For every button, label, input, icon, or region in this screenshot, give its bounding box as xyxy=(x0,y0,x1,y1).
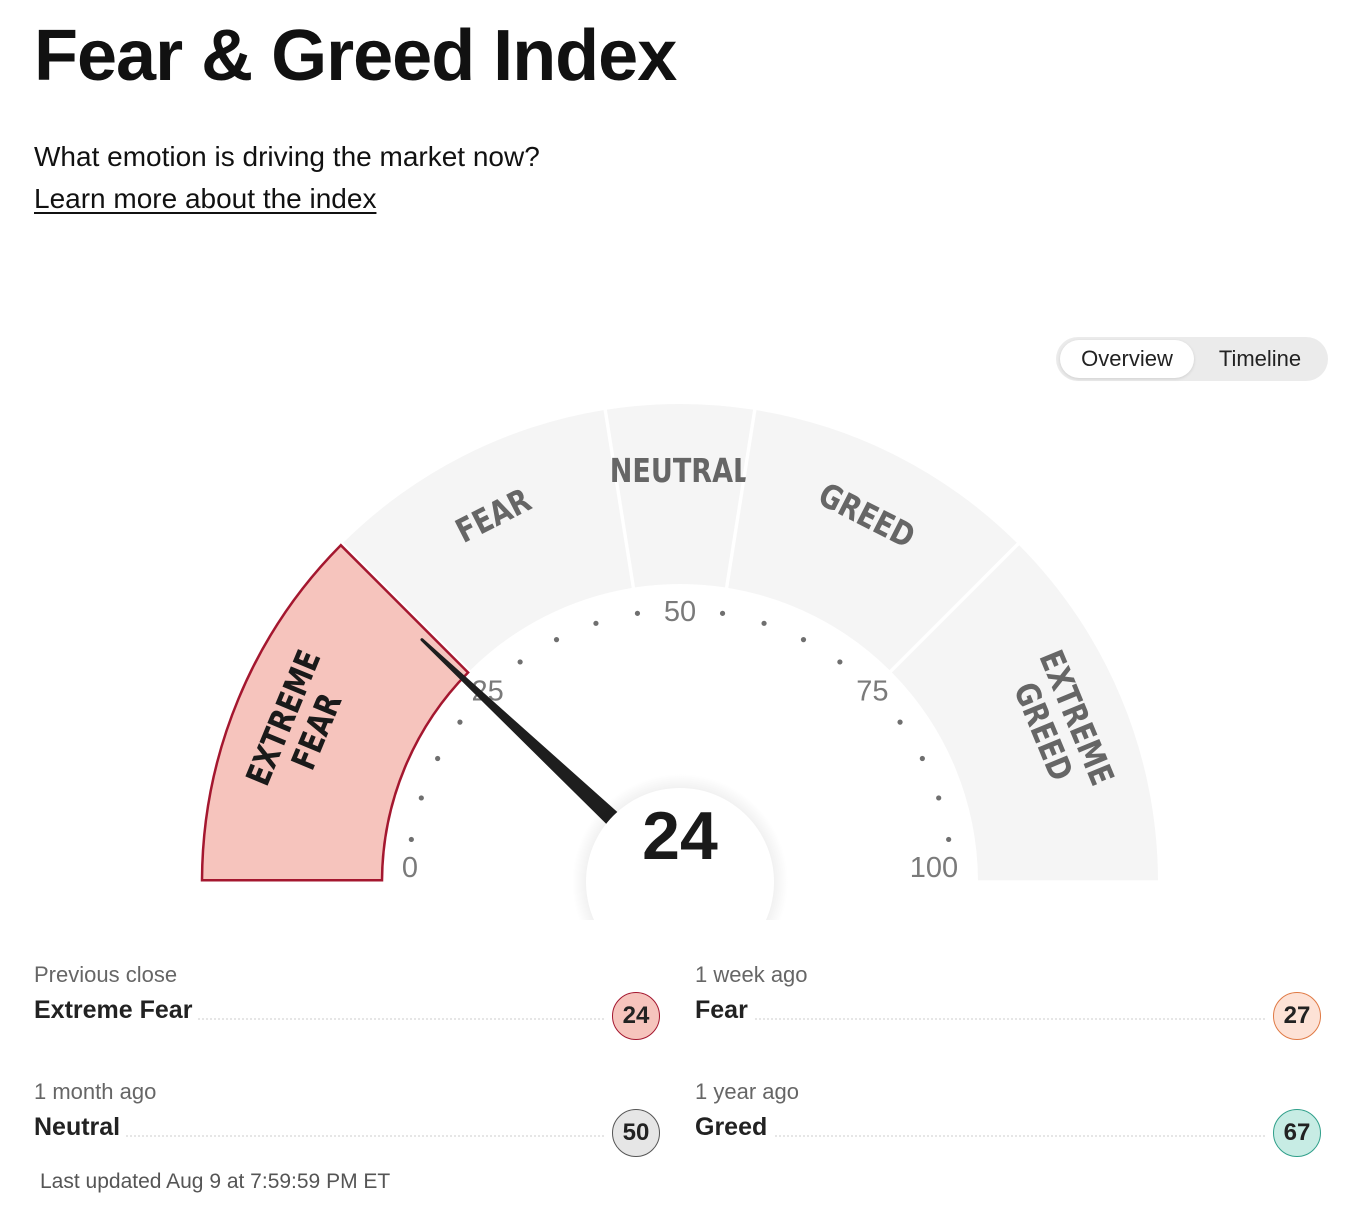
gauge-tick xyxy=(593,620,599,626)
gauge-hub xyxy=(586,788,774,920)
gauge-tick xyxy=(946,836,952,843)
gauge-segment-neutral xyxy=(606,404,754,588)
gauge-tick xyxy=(553,637,560,643)
dotted-leader xyxy=(34,1135,604,1137)
gauge-tick xyxy=(800,637,807,643)
dotted-leader xyxy=(34,1018,604,1020)
gauge-value: 24 xyxy=(642,798,718,874)
page-title: Fear & Greed Index xyxy=(34,16,677,96)
gauge-segment-greed xyxy=(728,410,1017,671)
gauge-tick xyxy=(919,755,925,762)
gauge-tick xyxy=(761,620,767,626)
learn-more-link[interactable]: Learn more about the index xyxy=(34,183,377,214)
history-label: 1 year ago xyxy=(695,1079,799,1104)
score-badge: 27 xyxy=(1273,992,1321,1040)
gauge-tick xyxy=(435,755,441,762)
dotted-leader xyxy=(695,1135,1265,1137)
gauge-tick xyxy=(719,610,726,616)
history-1-year-ago: 1 year ago Greed 67 xyxy=(695,1079,1321,1179)
gauge-scale-label: 100 xyxy=(910,852,958,884)
score-badge: 24 xyxy=(612,992,660,1040)
score-badge: 67 xyxy=(1273,1109,1321,1157)
gauge-tick xyxy=(897,719,903,725)
gauge-tick xyxy=(837,659,843,665)
history-1-week-ago: 1 week ago Fear 27 xyxy=(695,962,1321,1062)
history-rating: Greed xyxy=(695,1113,774,1142)
last-updated: Last updated Aug 9 at 7:59:59 PM ET xyxy=(40,1170,391,1193)
score-badge: 50 xyxy=(612,1109,660,1157)
history-previous-close: Previous close Extreme Fear 24 xyxy=(34,962,660,1062)
gauge-segment-extreme-fear xyxy=(200,543,470,882)
history-rating: Extreme Fear xyxy=(34,996,199,1025)
gauge-tick xyxy=(517,659,523,665)
gauge-scale-label: 75 xyxy=(856,676,888,708)
gauge-scale-label: 50 xyxy=(664,596,696,628)
dotted-leader xyxy=(695,1018,1265,1020)
tab-timeline[interactable]: Timeline xyxy=(1218,346,1302,371)
gauge-segment-extreme-greed xyxy=(891,545,1158,881)
gauge-tick xyxy=(418,795,424,801)
tab-overview[interactable]: Overview xyxy=(1060,340,1194,378)
history-label: 1 month ago xyxy=(34,1079,157,1104)
page-subtitle: What emotion is driving the market now? xyxy=(34,141,540,172)
gauge-scale-label: 0 xyxy=(402,852,418,884)
history-1-month-ago: 1 month ago Neutral 50 xyxy=(34,1079,660,1179)
gauge-tick xyxy=(936,795,942,801)
history-label: Previous close xyxy=(34,962,178,987)
gauge-tick xyxy=(457,719,463,725)
history-label: 1 week ago xyxy=(695,962,808,987)
history-rating: Neutral xyxy=(34,1113,127,1142)
gauge-segment-label: NEUTRAL xyxy=(610,452,750,490)
view-toggle: Overview Timeline xyxy=(1056,337,1328,381)
history-rating: Fear xyxy=(695,996,754,1025)
gauge-tick xyxy=(408,836,414,843)
fear-greed-gauge: EXTREMEFEARFEARNEUTRALGREEDEXTREMEGREED … xyxy=(200,404,1158,920)
gauge-tick xyxy=(634,610,641,616)
gauge-segment-fear xyxy=(343,410,632,671)
